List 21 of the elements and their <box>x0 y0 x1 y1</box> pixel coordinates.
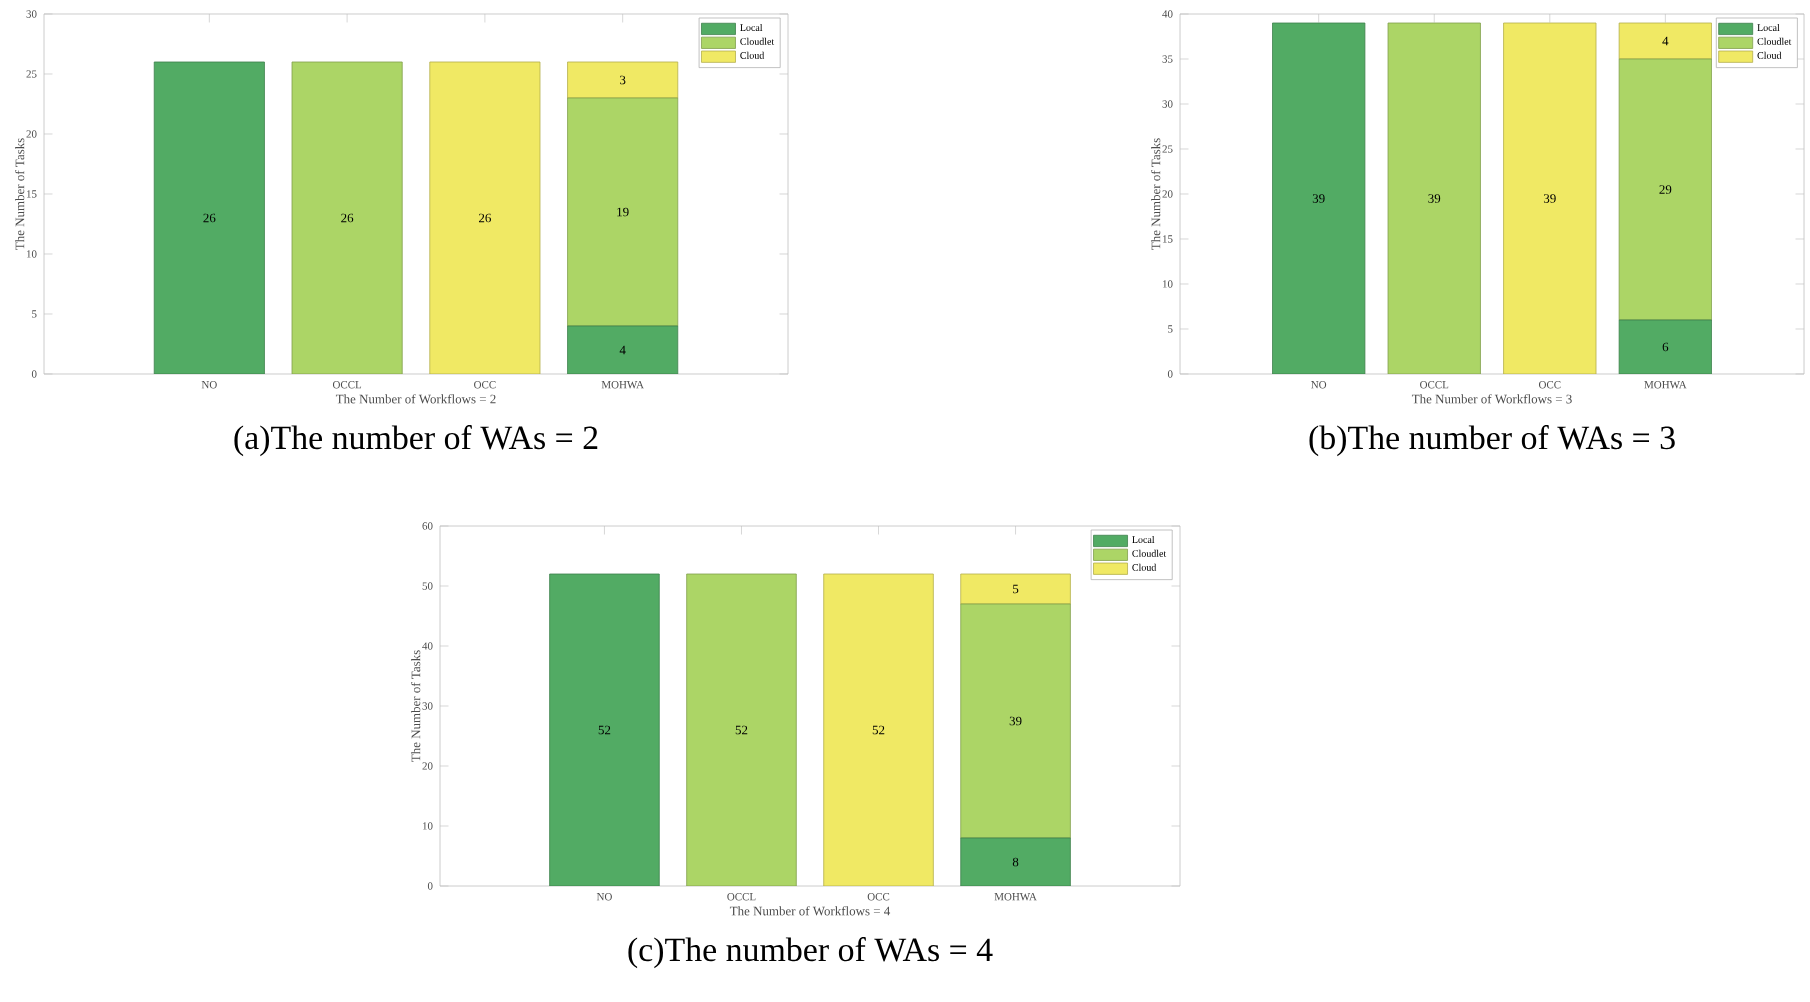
text: (a)The number of WAs = 2 <box>234 425 598 457</box>
bar <box>960 603 1071 839</box>
bar <box>1618 22 1712 60</box>
bar <box>1387 22 1481 374</box>
bar <box>686 573 797 886</box>
bar <box>1503 22 1597 374</box>
text: (c)The number of WAs = 4 <box>628 937 993 969</box>
bar <box>567 97 679 327</box>
bar <box>960 837 1071 886</box>
bar <box>153 61 265 374</box>
bar <box>567 325 679 374</box>
text: (b)The number of WAs = 3 <box>1309 425 1675 457</box>
bar <box>1618 58 1712 321</box>
bar <box>1618 319 1712 374</box>
bar <box>429 61 541 374</box>
bar <box>549 573 660 886</box>
bar <box>567 61 679 99</box>
bar <box>291 61 403 374</box>
bar <box>823 573 934 886</box>
bar <box>1272 22 1366 374</box>
bar <box>960 573 1071 605</box>
